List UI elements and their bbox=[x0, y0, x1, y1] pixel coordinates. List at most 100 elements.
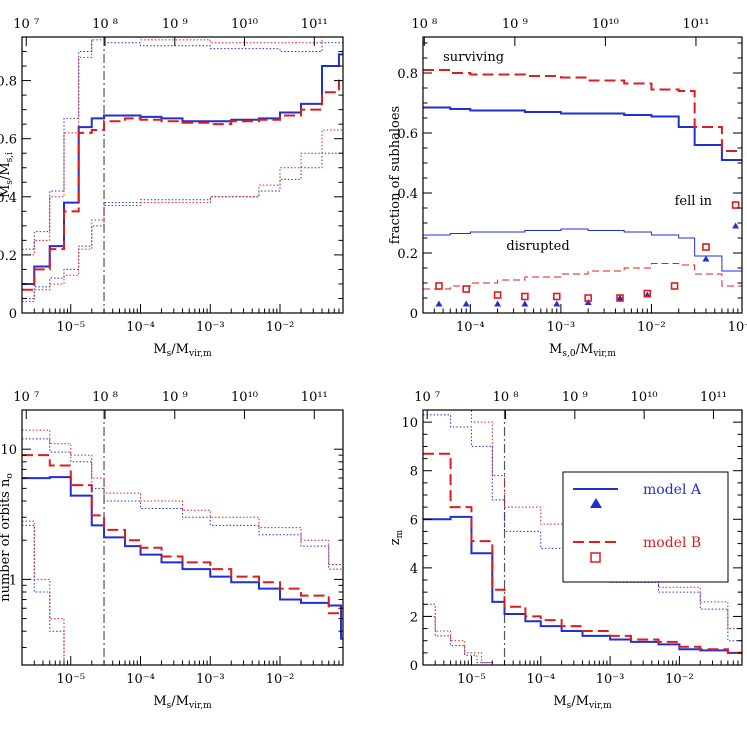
series-band-5 bbox=[22, 37, 343, 256]
axes-frame bbox=[21, 36, 344, 314]
y-tick-label: 4 bbox=[410, 562, 418, 577]
legend-label-model-a: model A bbox=[643, 482, 702, 498]
y-tick-label: 1 bbox=[9, 573, 17, 588]
point-triangle bbox=[584, 299, 592, 305]
top-tick-label: 10 ⁹ bbox=[562, 390, 588, 405]
top-tick-label: 10 ⁸ bbox=[493, 390, 519, 405]
series-model-a-0 bbox=[22, 53, 343, 285]
x-tick-label: 10⁻² bbox=[266, 672, 295, 687]
y-axis-label: number of orbits no bbox=[0, 473, 15, 602]
point-square bbox=[731, 201, 740, 209]
top-tick-label: 10¹¹ bbox=[682, 17, 709, 32]
y-tick-label: 0.2 bbox=[0, 249, 17, 264]
point-square bbox=[521, 292, 529, 301]
annotation: surviving bbox=[443, 50, 504, 65]
x-axis-label: Ms/Mvir,m bbox=[153, 342, 212, 359]
y-axis-label: zm bbox=[388, 529, 405, 545]
legend-label-model-b: model B bbox=[643, 535, 701, 551]
y-tick-label: 0.2 bbox=[397, 247, 418, 262]
axes-frame bbox=[422, 36, 743, 314]
top-tick-label: 10 ⁷ bbox=[13, 17, 39, 32]
legend-marker-model-b bbox=[590, 552, 601, 563]
series-band-3 bbox=[22, 438, 343, 570]
series-model-b-1 bbox=[423, 452, 742, 654]
x-tick-label: 10⁻³ bbox=[596, 672, 625, 687]
x-tick-label: 10⁻² bbox=[665, 672, 694, 687]
point-square bbox=[616, 294, 624, 302]
y-tick-label: 0.8 bbox=[397, 67, 418, 82]
panel-bottom-right: 10⁻⁵ 10⁻⁴ 10⁻³ 10⁻² 10 ⁷ 10 ⁸ 10 ⁹ 10¹⁰ 10¹¹ 0 2 4 6… bbox=[388, 390, 743, 711]
y-axis-label: fraction of subhaloes bbox=[388, 106, 403, 244]
y-tick-label: 0 bbox=[9, 307, 17, 322]
y-tick-label: 0.6 bbox=[0, 133, 17, 148]
point-triangle bbox=[494, 300, 502, 307]
x-tick-label: 10⁻² bbox=[637, 320, 666, 335]
panel-top-right: 10⁻⁴ 10⁻³ 10⁻² 10⁻¹ 10 ⁸ 10 ⁹ 10¹⁰ 10¹¹ 0 0.2 0.4 0… bbox=[388, 17, 747, 359]
x-tick-label: 10⁻⁵ bbox=[56, 320, 85, 335]
point-square bbox=[584, 294, 592, 302]
point-square bbox=[702, 243, 710, 251]
panel-bottom-left: 10⁻⁵ 10⁻⁴ 10⁻³ 10⁻² 10 ⁷ 10 ⁸ 10 ⁹ 10¹⁰ 10¹¹ 1 10 M… bbox=[0, 390, 344, 711]
plot-area bbox=[22, 410, 343, 665]
top-tick-label: 10 ⁹ bbox=[502, 17, 528, 32]
x-tick-label: 10⁻⁵ bbox=[457, 672, 486, 687]
top-tick-label: 10¹¹ bbox=[301, 17, 328, 32]
x-tick-label: 10⁻⁴ bbox=[126, 672, 155, 687]
series-model-b-1 bbox=[22, 79, 343, 291]
series-band-4 bbox=[22, 520, 81, 665]
y-tick-label: 0.4 bbox=[0, 191, 17, 206]
top-tick-label: 10 ⁷ bbox=[13, 390, 39, 405]
x-tick-label: 10⁻⁵ bbox=[56, 672, 85, 687]
y-tick-label: 8 bbox=[410, 465, 418, 480]
legend-marker-model-a bbox=[590, 498, 602, 508]
point-triangle bbox=[616, 294, 624, 301]
series-band-2 bbox=[423, 603, 493, 664]
series-band-2 bbox=[22, 524, 77, 665]
point-triangle bbox=[553, 300, 561, 307]
point-square bbox=[552, 292, 561, 301]
annotation: disrupted bbox=[506, 239, 569, 254]
point-triangle bbox=[732, 222, 740, 229]
top-tick-label: 10 ⁸ bbox=[92, 17, 118, 32]
series-model-a-0 bbox=[423, 106, 742, 161]
series-band-3 bbox=[22, 39, 343, 250]
y-tick-label: 0.6 bbox=[397, 127, 418, 142]
series-band-3 bbox=[423, 414, 742, 642]
series-model-a-0 bbox=[423, 515, 742, 654]
x-tick-label: 10⁻³ bbox=[196, 320, 225, 335]
series-band-4 bbox=[423, 615, 493, 664]
y-tick-label: 6 bbox=[410, 513, 418, 528]
point-square bbox=[435, 282, 443, 290]
y-tick-label: 0 bbox=[410, 307, 418, 322]
legend-box bbox=[562, 471, 729, 583]
y-tick-label: 2 bbox=[410, 610, 418, 625]
series-model-b-1 bbox=[22, 454, 343, 615]
x-tick-label: 10⁻³ bbox=[196, 672, 225, 687]
y-tick-label: 0.8 bbox=[0, 75, 17, 90]
x-tick-label: 10⁻⁴ bbox=[526, 672, 555, 687]
point-square bbox=[670, 282, 679, 290]
series-band-2 bbox=[22, 152, 343, 299]
top-tick-label: 10 ⁸ bbox=[411, 17, 437, 32]
panel-top-left: 10⁻⁵ 10⁻⁴ 10⁻³ 10⁻² 10 ⁷ 10 ⁸ 10 ⁹ 10¹⁰ 10¹¹ 0 0.2… bbox=[0, 17, 344, 359]
x-axis-label: Ms,0/Mvir,m bbox=[549, 342, 616, 359]
y-tick-label: 0 bbox=[410, 659, 418, 674]
point-square bbox=[643, 289, 652, 298]
series-model-b-1 bbox=[423, 69, 742, 152]
x-axis-label: Ms/Mvir,m bbox=[553, 694, 612, 711]
x-tick-label: 10⁻² bbox=[266, 320, 295, 335]
point-triangle bbox=[521, 300, 529, 307]
y-tick-label: 0.4 bbox=[397, 187, 418, 202]
x-tick-label: 10⁻⁴ bbox=[456, 320, 485, 335]
top-tick-label: 10¹⁰ bbox=[231, 390, 258, 405]
top-tick-label: 10¹⁰ bbox=[231, 17, 258, 32]
series-band-2 bbox=[423, 228, 742, 272]
series-band-3 bbox=[423, 263, 742, 290]
point-square bbox=[493, 291, 502, 299]
axes-frame bbox=[21, 409, 344, 666]
series-band-5 bbox=[22, 429, 343, 566]
top-tick-label: 10 ⁸ bbox=[92, 390, 118, 405]
x-tick-label: 10⁻³ bbox=[547, 320, 576, 335]
top-tick-label: 10¹¹ bbox=[700, 390, 727, 405]
